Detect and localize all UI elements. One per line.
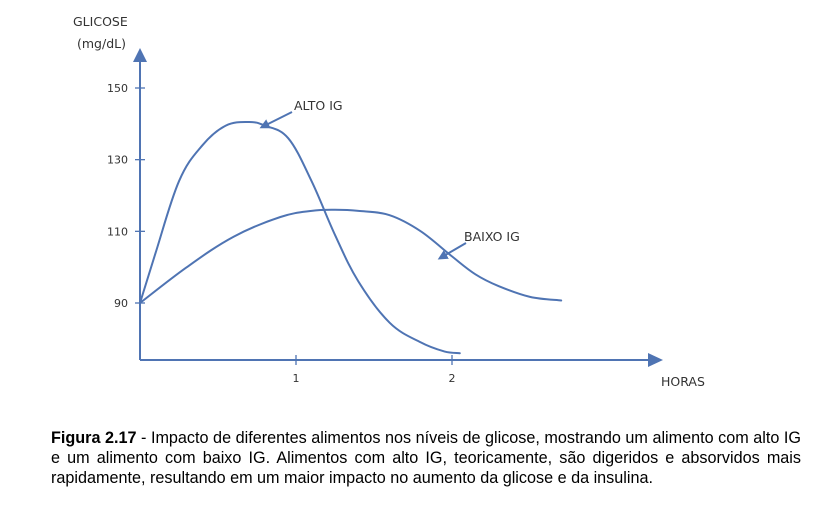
annotation-baixo-ig-label: BAIXO IG [464,229,520,244]
x-tick-label: 2 [449,372,456,385]
y-tick-label: 110 [107,225,128,238]
figure-caption-label: Figura 2.17 [51,429,137,447]
y-tick-label: 90 [114,297,128,310]
figure-caption-text: - Impacto de diferentes alimentos nos ní… [51,429,801,487]
y-axis-label-line-1: GLICOSE [73,14,128,29]
y-tick-label: 150 [107,82,128,95]
glucose-chart: GLICOSE (mg/dL) HORAS 90 110 130 150 1 2 ALTO… [73,14,705,389]
alto-ig-series-line [139,120,461,355]
y-tick-label: 130 [107,154,128,167]
x-tick-label: 1 [293,372,300,385]
figure-caption: Figura 2.17 - Impacto de diferentes alim… [51,428,801,488]
y-axis-label-line-2: (mg/dL) [77,36,126,51]
baixo-ig-series-line [139,208,563,304]
annotation-alto-ig-arrow [259,111,293,129]
y-axis-arrow [133,48,147,62]
x-axis-label: HORAS [661,374,705,389]
x-axis-arrow [648,353,663,367]
annotation-alto-ig-label: ALTO IG [294,98,343,113]
annotation-baixo-ig-arrow [437,242,467,260]
